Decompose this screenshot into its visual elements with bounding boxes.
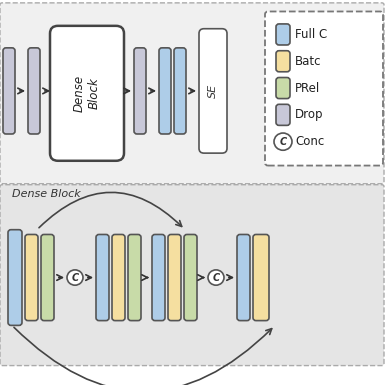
FancyBboxPatch shape [237, 234, 250, 321]
Text: Full C: Full C [295, 28, 327, 41]
FancyBboxPatch shape [96, 234, 109, 321]
FancyBboxPatch shape [276, 24, 290, 45]
FancyBboxPatch shape [3, 48, 15, 134]
FancyBboxPatch shape [253, 234, 269, 321]
FancyBboxPatch shape [276, 104, 290, 126]
FancyBboxPatch shape [28, 48, 40, 134]
FancyBboxPatch shape [265, 12, 383, 166]
FancyBboxPatch shape [276, 51, 290, 72]
FancyBboxPatch shape [25, 234, 38, 321]
FancyBboxPatch shape [41, 234, 54, 321]
Text: C: C [72, 273, 79, 283]
FancyBboxPatch shape [184, 234, 197, 321]
Text: Dense
Block: Dense Block [73, 75, 101, 112]
FancyBboxPatch shape [0, 185, 384, 366]
FancyBboxPatch shape [174, 48, 186, 134]
Text: Batc: Batc [295, 55, 321, 68]
FancyBboxPatch shape [159, 48, 171, 134]
Text: Conc: Conc [295, 135, 324, 148]
FancyBboxPatch shape [128, 234, 141, 321]
FancyBboxPatch shape [50, 26, 124, 161]
Circle shape [208, 270, 224, 285]
Text: C: C [213, 273, 219, 283]
Text: Dense Block: Dense Block [12, 189, 81, 199]
Text: Drop: Drop [295, 108, 323, 121]
FancyBboxPatch shape [134, 48, 146, 134]
FancyBboxPatch shape [8, 230, 22, 325]
FancyBboxPatch shape [152, 234, 165, 321]
FancyBboxPatch shape [168, 234, 181, 321]
FancyBboxPatch shape [0, 3, 384, 184]
Text: PRel: PRel [295, 82, 320, 95]
Text: C: C [280, 137, 286, 147]
Circle shape [67, 270, 83, 285]
FancyBboxPatch shape [199, 29, 227, 153]
FancyBboxPatch shape [112, 234, 125, 321]
Text: SE: SE [208, 84, 218, 98]
Circle shape [274, 133, 292, 150]
FancyBboxPatch shape [276, 77, 290, 99]
